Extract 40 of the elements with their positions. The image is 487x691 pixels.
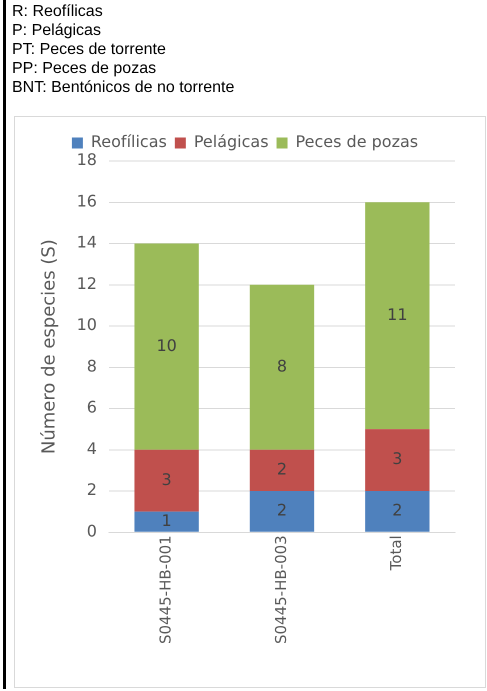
data-label: 8 <box>276 356 288 376</box>
data-label: 3 <box>162 470 172 489</box>
data-label: 10 <box>156 336 177 355</box>
bar <box>134 512 199 532</box>
data-label: 3 <box>392 449 402 468</box>
x-tick-label: S0445-HB-003 <box>272 535 290 644</box>
y-tick-label: 0 <box>86 521 97 540</box>
y-tick-label: 4 <box>86 438 97 458</box>
y-tick-label: 10 <box>76 315 97 334</box>
y-tick-label: 14 <box>76 232 97 252</box>
legend-label: Reofílicas <box>90 132 167 152</box>
text: PT: Peces de torrente <box>12 40 167 59</box>
bar <box>250 284 314 450</box>
y-tick-label: 16 <box>76 191 97 210</box>
y-tick-label: 6 <box>86 398 97 417</box>
text: R: Reofílicas <box>12 2 104 21</box>
bar <box>250 450 314 492</box>
data-label: 11 <box>387 304 408 324</box>
y-tick-label: 12 <box>76 274 97 293</box>
data-label: 1 <box>162 510 172 530</box>
bar <box>134 450 199 512</box>
legend-label: Peces de pozas <box>296 132 418 152</box>
data-label: 2 <box>276 460 288 479</box>
x-tick-label: S0445-HB-001 <box>156 535 175 644</box>
text: BNT: Bentónicos de no torrente <box>12 78 236 97</box>
bar <box>365 491 430 532</box>
bar <box>134 244 199 450</box>
y-axis-title: Número de especies (S) <box>38 239 60 454</box>
text: PP: Peces de pozas <box>12 59 158 78</box>
y-tick-label: 18 <box>76 150 97 170</box>
bar <box>365 429 430 492</box>
x-tick-label: Total <box>387 535 406 572</box>
legend-label: Pelágicas <box>194 132 269 152</box>
bar <box>365 202 430 430</box>
y-tick-label: 2 <box>86 480 97 500</box>
data-label: 2 <box>392 500 402 520</box>
y-tick-label: 8 <box>86 356 97 376</box>
bar <box>250 491 314 532</box>
data-label: 2 <box>276 500 288 520</box>
text: P: Pelágicas <box>12 21 102 40</box>
